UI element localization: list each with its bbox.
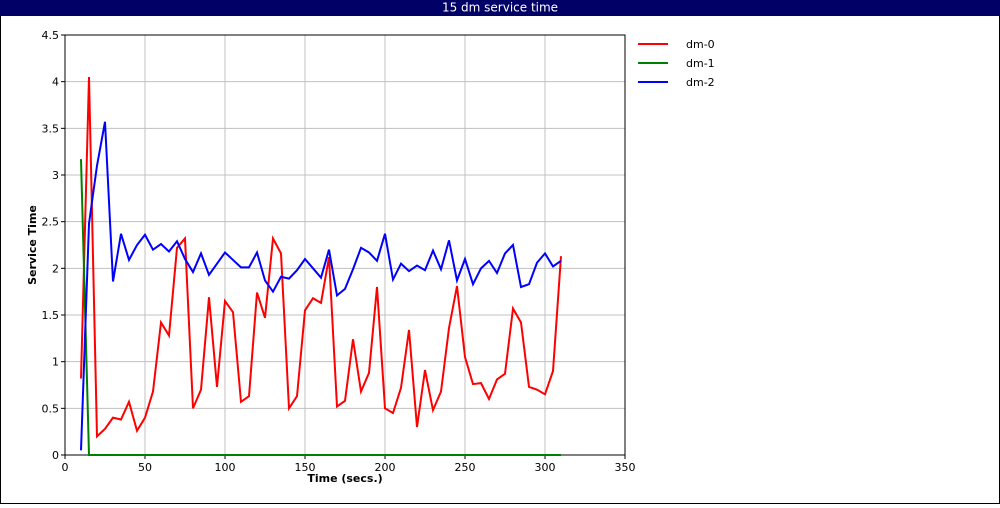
y-tick-label: 1: [52, 356, 59, 369]
x-tick-label: 300: [535, 461, 556, 474]
x-tick-label: 50: [138, 461, 152, 474]
x-tick-label: 0: [62, 461, 69, 474]
y-tick-label: 4.5: [42, 29, 60, 42]
legend-label: dm-2: [686, 76, 715, 89]
title-bar: [0, 0, 1000, 16]
y-axis-title: Service Time: [26, 205, 39, 285]
legend-label: dm-0: [686, 38, 715, 51]
x-tick-label: 200: [375, 461, 396, 474]
x-tick-label: 250: [455, 461, 476, 474]
x-tick-label: 350: [615, 461, 636, 474]
x-tick-label: 150: [295, 461, 316, 474]
y-tick-label: 0: [52, 449, 59, 462]
series-line: [80, 159, 561, 456]
series-line: [80, 121, 562, 451]
chart-title: 15 dm service time: [442, 1, 558, 15]
legend-label: dm-1: [686, 57, 715, 70]
y-tick-label: 0.5: [42, 402, 60, 415]
y-tick-label: 3.5: [42, 122, 60, 135]
series-line: [80, 76, 562, 439]
y-tick-label: 3: [52, 169, 59, 182]
y-tick-label: 4: [52, 76, 59, 89]
y-tick-label: 1.5: [42, 309, 60, 322]
x-tick-label: 100: [215, 461, 236, 474]
y-tick-label: 2: [52, 262, 59, 275]
y-tick-label: 2.5: [42, 216, 60, 229]
x-axis-title: Time (secs.): [307, 472, 382, 485]
